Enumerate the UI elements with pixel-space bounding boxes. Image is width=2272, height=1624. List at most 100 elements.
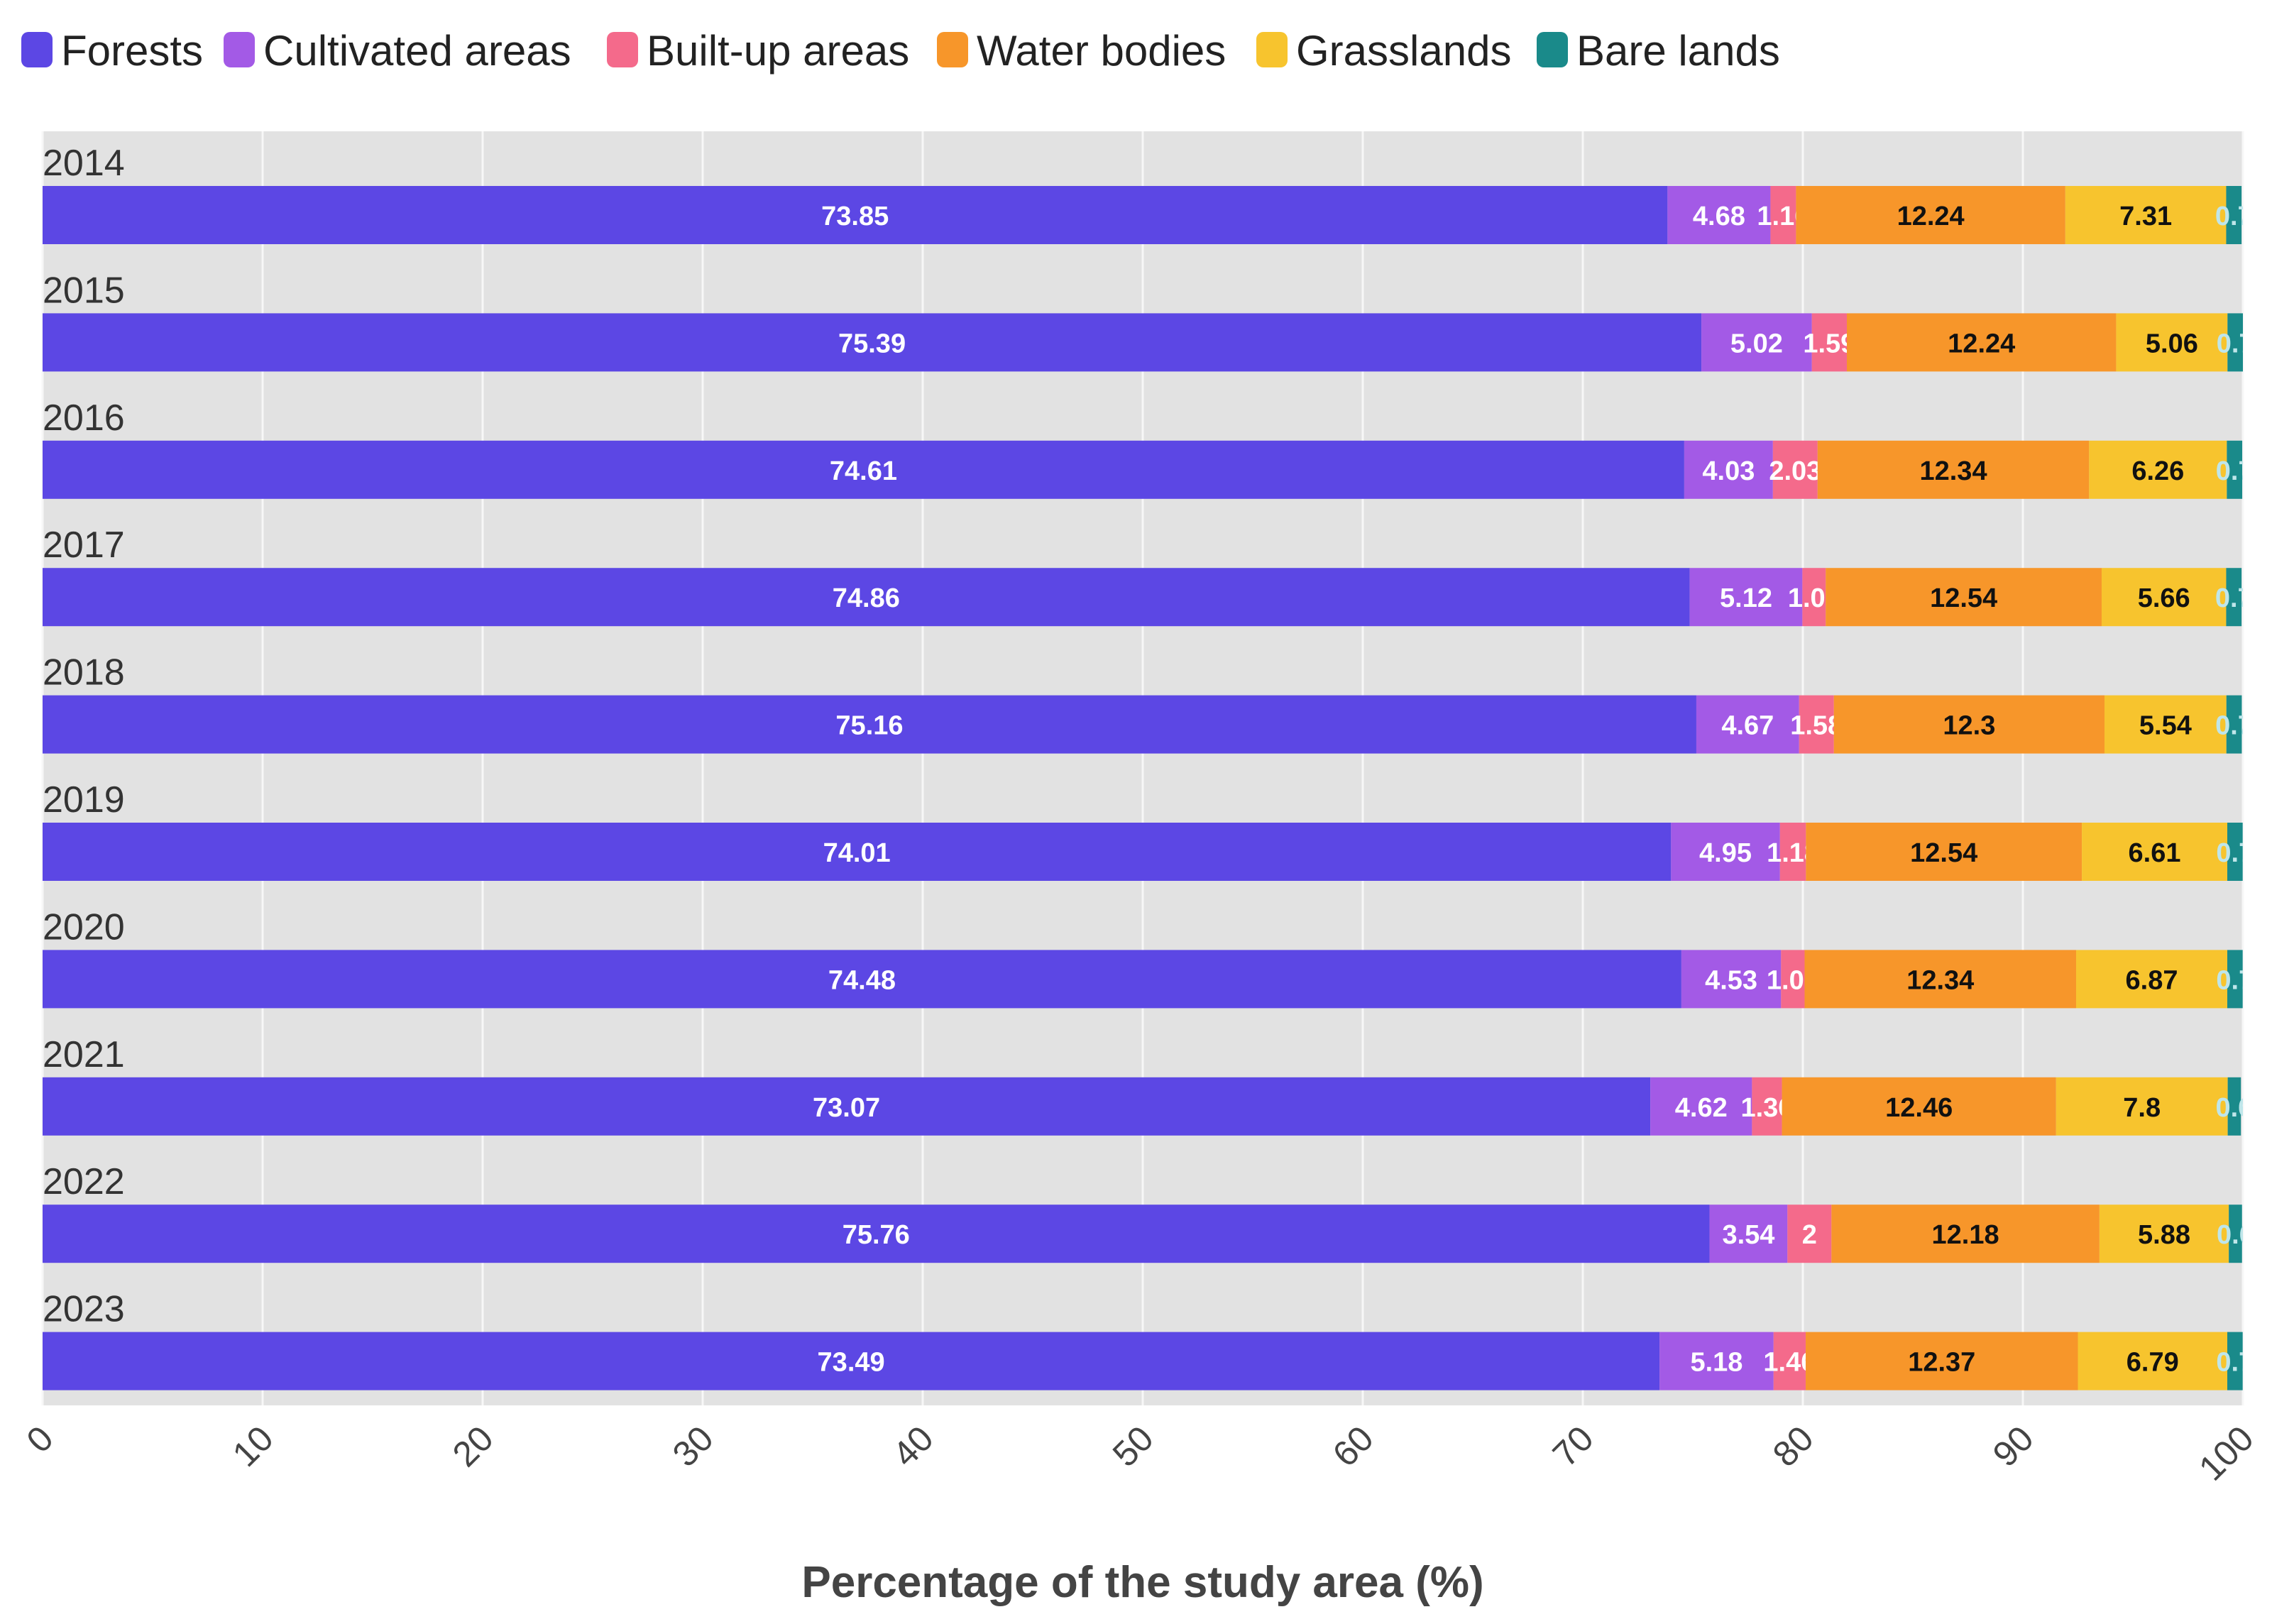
bar-row-2023: 73.49 5.18 1.46 12.37 6.79 0.7 bbox=[43, 1332, 2243, 1390]
data-label: 0.7 bbox=[2217, 329, 2254, 358]
bar-segment-cultivated-areas bbox=[1684, 440, 1773, 499]
legend-label: Built-up areas bbox=[647, 27, 909, 75]
year-label: 2023 bbox=[43, 1289, 125, 1330]
data-label: 12.34 bbox=[1919, 456, 1987, 486]
legend-item-built-up-areas: Built-up areas bbox=[607, 27, 909, 75]
bar-segment-bare-lands bbox=[2227, 1077, 2241, 1136]
data-label: 74.61 bbox=[830, 456, 897, 486]
bar-row-2020: 74.48 4.53 1.07 12.34 6.87 0.7 bbox=[43, 950, 2243, 1009]
bar-segment-grasslands bbox=[2101, 568, 2227, 627]
bar-segment-grasslands bbox=[2082, 823, 2227, 881]
bar-segment-cultivated-areas bbox=[1667, 186, 1771, 244]
year-label: 2019 bbox=[43, 779, 125, 821]
bar-segment-built-up-areas bbox=[1811, 313, 1847, 372]
x-axis-title: Percentage of the study area (%) bbox=[801, 1558, 1483, 1607]
data-label: 12.54 bbox=[1910, 838, 1977, 868]
data-label: 6.87 bbox=[2126, 965, 2178, 995]
year-label: 2020 bbox=[43, 906, 125, 948]
bar-segment-water-bodies bbox=[1831, 1205, 2100, 1263]
bar-segment-grasslands bbox=[2089, 440, 2227, 499]
bar-segment-forests bbox=[43, 568, 1690, 627]
bar-segment-cultivated-areas bbox=[1701, 313, 1812, 372]
data-label: 0.6 bbox=[2217, 1220, 2254, 1250]
bar-segment-cultivated-areas bbox=[1681, 950, 1782, 1009]
data-label: 12.24 bbox=[1897, 202, 1965, 231]
data-label: 12.37 bbox=[1908, 1348, 1975, 1378]
bar-segment-built-up-areas bbox=[1770, 186, 1796, 244]
bar-segment-water-bodies bbox=[1847, 313, 2117, 372]
data-label: 0.6 bbox=[2215, 1093, 2253, 1123]
data-label: 75.16 bbox=[835, 711, 903, 741]
bar-segment-built-up-areas bbox=[1787, 1205, 1832, 1263]
legend-swatch bbox=[1537, 32, 1568, 67]
data-label: 5.66 bbox=[2138, 583, 2190, 613]
x-tick-label: 40 bbox=[885, 1418, 941, 1474]
bar-segment-grasslands bbox=[2078, 1332, 2227, 1390]
data-label: 0.7 bbox=[2215, 583, 2253, 613]
bar-segment-forests bbox=[43, 186, 1668, 244]
bar-segment-bare-lands bbox=[2226, 186, 2242, 244]
bar-segment-grasslands bbox=[2104, 695, 2227, 754]
bar-segment-bare-lands bbox=[2227, 823, 2243, 881]
bar-segment-water-bodies bbox=[1806, 1332, 2078, 1390]
data-label: 5.06 bbox=[2146, 329, 2198, 358]
bar-segment-forests bbox=[43, 1205, 1710, 1263]
bar-row-2015: 75.39 5.02 1.59 12.24 5.06 0.7 bbox=[43, 313, 2254, 372]
data-label: 75.39 bbox=[838, 329, 906, 358]
bar-segment-grasslands bbox=[2099, 1205, 2229, 1263]
bar-segment-water-bodies bbox=[1804, 950, 2077, 1009]
data-label: 12.3 bbox=[1943, 711, 1995, 741]
data-label: 5.12 bbox=[1720, 583, 1772, 613]
data-label: 0.7 bbox=[2215, 711, 2253, 741]
bar-segment-cultivated-areas bbox=[1696, 695, 1799, 754]
bar-segment-forests bbox=[43, 823, 1672, 881]
bar-segment-water-bodies bbox=[1782, 1077, 2056, 1136]
bar-segment-grasslands bbox=[2056, 1077, 2228, 1136]
bar-segment-water-bodies bbox=[1833, 695, 2105, 754]
data-label: 73.49 bbox=[818, 1348, 885, 1378]
legend-swatch bbox=[21, 32, 53, 67]
legend-label: Bare lands bbox=[1576, 27, 1780, 75]
data-label: 6.61 bbox=[2129, 838, 2181, 868]
data-label: 4.67 bbox=[1721, 711, 1774, 741]
x-tick-label: 30 bbox=[665, 1418, 721, 1474]
data-label: 73.85 bbox=[821, 202, 889, 231]
bar-segment-forests bbox=[43, 1332, 1660, 1390]
data-label: 6.79 bbox=[2126, 1348, 2179, 1378]
legend-label: Grasslands bbox=[1296, 27, 1511, 75]
bar-segment-built-up-areas bbox=[1802, 568, 1826, 627]
data-label: 0.7 bbox=[2215, 202, 2253, 231]
data-label: 12.34 bbox=[1906, 965, 1974, 995]
legend-item-water-bodies: Water bodies bbox=[937, 27, 1226, 75]
x-tick-label: 90 bbox=[1985, 1418, 2041, 1474]
bar-segment-bare-lands bbox=[2227, 440, 2243, 499]
bar-segment-built-up-areas bbox=[1799, 695, 1834, 754]
bar-segment-bare-lands bbox=[2226, 695, 2242, 754]
bar-segment-built-up-areas bbox=[1772, 440, 1818, 499]
bar-segment-forests bbox=[43, 313, 1702, 372]
bar-segment-forests bbox=[43, 1077, 1651, 1136]
bar-row-2017: 74.86 5.12 1.06 12.54 5.66 0.7 bbox=[43, 568, 2253, 627]
bar-segment-water-bodies bbox=[1806, 823, 2082, 881]
data-label: 12.54 bbox=[1930, 583, 1997, 613]
data-label: 74.48 bbox=[828, 965, 896, 995]
x-tick-label: 60 bbox=[1325, 1418, 1381, 1474]
x-tick-label: 80 bbox=[1765, 1418, 1821, 1474]
bar-row-2018: 75.16 4.67 1.58 12.3 5.54 0.7 bbox=[43, 695, 2253, 754]
data-label: 73.07 bbox=[813, 1093, 880, 1123]
bar-segment-bare-lands bbox=[2227, 313, 2243, 372]
data-label: 75.76 bbox=[843, 1220, 910, 1250]
data-label: 0.7 bbox=[2216, 838, 2254, 868]
data-label: 5.18 bbox=[1690, 1348, 1743, 1378]
bar-row-2022: 75.76 3.54 2 12.18 5.88 0.6 bbox=[43, 1205, 2254, 1263]
data-label: 0.7 bbox=[2216, 456, 2254, 486]
x-tick-label: 10 bbox=[225, 1418, 281, 1474]
x-tick-label: 0 bbox=[19, 1418, 61, 1460]
legend-label: Forests bbox=[61, 27, 203, 75]
data-label: 5.54 bbox=[2139, 711, 2192, 741]
legend-item-grasslands: Grasslands bbox=[1256, 27, 1511, 75]
data-label: 3.54 bbox=[1722, 1220, 1774, 1250]
bar-segment-forests bbox=[43, 695, 1696, 754]
bars: 73.85 4.68 1.16 12.24 7.31 0.775.39 5.02 1.59 12… bbox=[43, 186, 2254, 1390]
